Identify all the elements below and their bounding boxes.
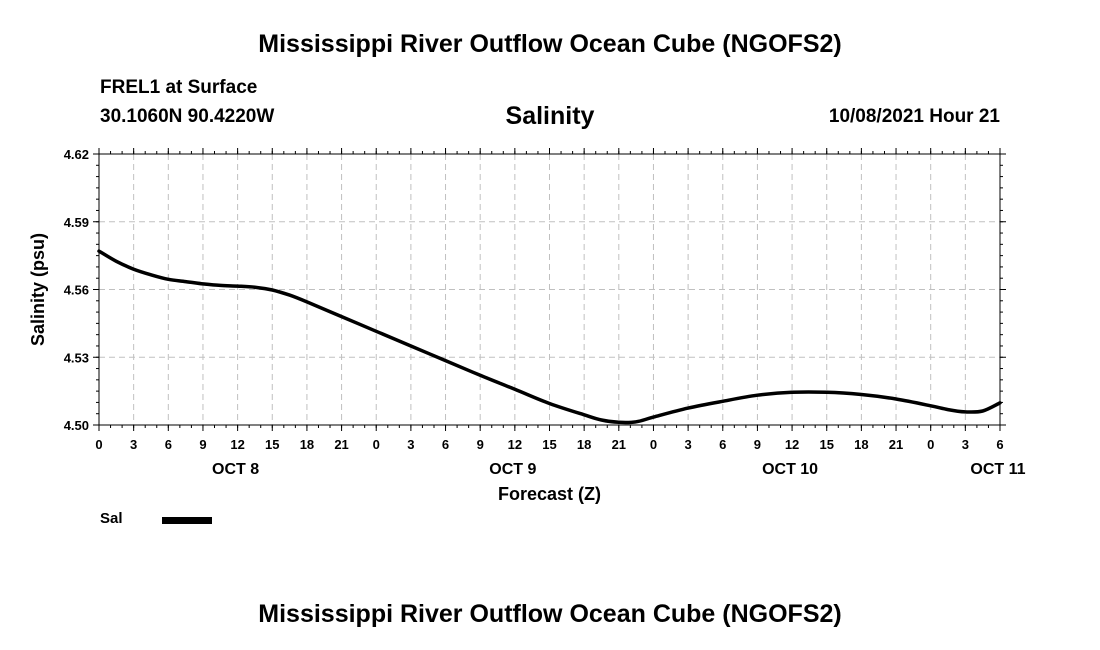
x-tick-label: 15: [819, 437, 833, 452]
date-label: OCT 9: [489, 461, 536, 478]
x-tick-label: 0: [373, 437, 380, 452]
footer-title: Mississippi River Outflow Ocean Cube (NG…: [258, 600, 842, 628]
y-tick-label: 4.56: [64, 283, 89, 298]
legend-swatch: [162, 517, 212, 524]
y-tick-label: 4.59: [64, 215, 89, 230]
x-tick-label: 3: [407, 437, 414, 452]
x-tick-label: 6: [165, 437, 172, 452]
station-label: FREL1 at Surface: [100, 77, 258, 98]
x-tick-label: 18: [300, 437, 314, 452]
y-tick-label: 4.50: [64, 418, 89, 433]
x-tick-label: 6: [996, 437, 1003, 452]
x-tick-label: 18: [577, 437, 591, 452]
x-tick-label: 3: [130, 437, 137, 452]
y-tick-label: 4.62: [64, 147, 89, 162]
x-tick-label: 9: [754, 437, 761, 452]
legend-label: Sal: [100, 510, 123, 527]
x-tick-label: 15: [265, 437, 279, 452]
date-label: OCT 10: [762, 461, 818, 478]
x-tick-label: 21: [612, 437, 626, 452]
x-tick-label: 12: [785, 437, 799, 452]
x-tick-label: 0: [927, 437, 934, 452]
x-tick-label: 9: [477, 437, 484, 452]
date-label: OCT 8: [212, 461, 259, 478]
figure-title: Mississippi River Outflow Ocean Cube (NG…: [258, 30, 842, 58]
plot-frame: [98, 153, 1001, 426]
x-tick-label: 0: [95, 437, 102, 452]
x-tick-label: 21: [889, 437, 903, 452]
x-tick-label: 0: [650, 437, 657, 452]
x-tick-label: 9: [199, 437, 206, 452]
x-tick-label: 3: [962, 437, 969, 452]
x-tick-label: 6: [442, 437, 449, 452]
y-tick-label: 4.53: [64, 350, 89, 365]
x-tick-label: 12: [230, 437, 244, 452]
chart-title: Salinity: [505, 102, 595, 130]
y-axis-title: Salinity (psu): [28, 233, 48, 346]
x-tick-label: 15: [542, 437, 556, 452]
coordinates-label: 30.1060N 90.4220W: [100, 106, 275, 127]
x-tick-label: 6: [719, 437, 726, 452]
x-tick-label: 3: [684, 437, 691, 452]
x-tick-label: 18: [854, 437, 868, 452]
x-axis-title: Forecast (Z): [498, 484, 601, 504]
x-tick-label: 12: [508, 437, 522, 452]
date-label: OCT 11: [970, 461, 1025, 478]
series-line-sal: [97, 249, 1002, 425]
timestamp-label: 10/08/2021 Hour 21: [828, 106, 1000, 127]
x-tick-label: 21: [334, 437, 348, 452]
